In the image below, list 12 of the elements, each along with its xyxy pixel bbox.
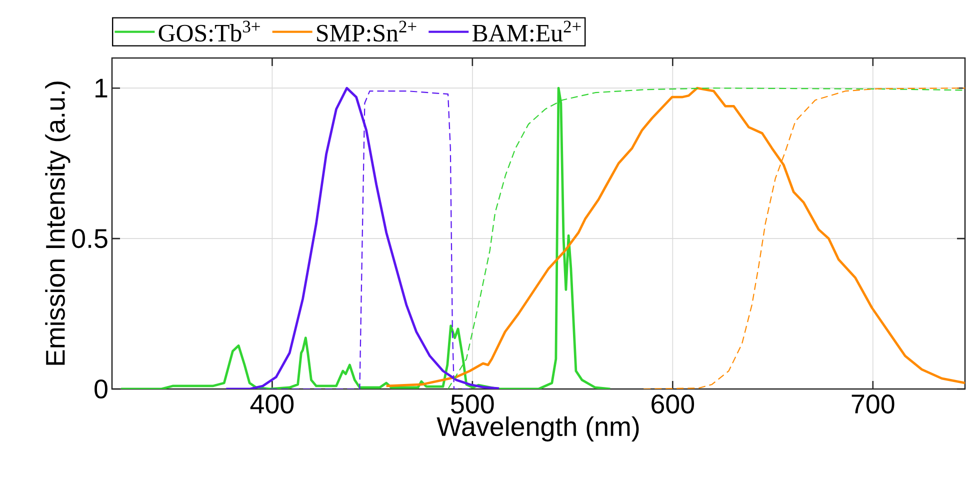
legend-label: GOS:Tb$^{3+}$ xyxy=(158,20,260,42)
y-tick-label: 0.5 xyxy=(72,229,108,248)
x-axis-title: Wavelength (nm) xyxy=(436,416,639,442)
x-tick-label: 500 xyxy=(451,394,494,414)
legend-label: BAM:Eu$^{2+}$ xyxy=(472,20,581,42)
y-tick-label: 1 xyxy=(96,78,108,98)
legend-label: SMP:Sn$^{2+}$ xyxy=(317,20,416,42)
x-tick-label: 600 xyxy=(652,394,694,414)
x-tick-label: 700 xyxy=(852,394,894,414)
x-tick-label: 400 xyxy=(250,394,294,414)
y-axis-title: Emission Intensity (a.u.) xyxy=(45,82,70,365)
y-tick-label: 0 xyxy=(94,379,108,399)
